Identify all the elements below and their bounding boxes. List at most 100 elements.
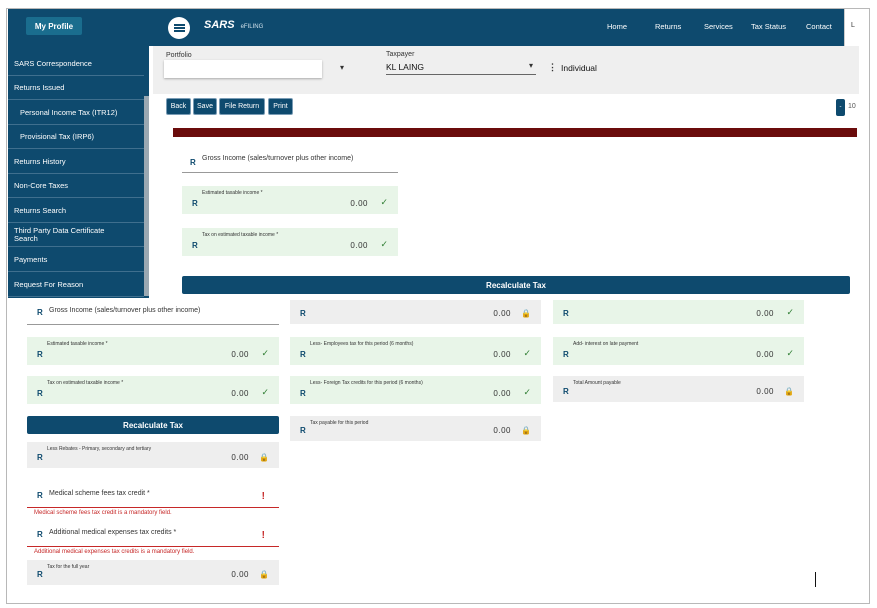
sars-logo[interactable]: SARS eFILING xyxy=(204,19,263,31)
currency-symbol: R xyxy=(37,530,43,539)
lock-icon: 🔒 xyxy=(521,309,531,318)
field-value: 0.00 xyxy=(493,389,511,398)
check-icon: ✓ xyxy=(261,348,269,358)
sidebar-scrollbar[interactable] xyxy=(144,96,149,296)
taxpayer-type: Individual xyxy=(561,63,597,73)
sidebar-item-sars-correspondence[interactable]: SARS Correspondence xyxy=(8,52,144,76)
nav-tax-status[interactable]: Tax Status xyxy=(751,22,787,31)
field-value: 0.00 xyxy=(756,387,774,396)
currency-symbol: R xyxy=(300,389,306,398)
portfolio-label: Portfolio xyxy=(166,52,192,59)
chevron-down-icon[interactable]: ▾ xyxy=(340,63,345,72)
hamburger-icon[interactable] xyxy=(168,17,190,39)
currency-symbol: R xyxy=(192,241,198,250)
tax-on-estimated-income-field[interactable]: Tax on estimated taxable income * R 0.00… xyxy=(27,376,279,404)
logo-subtext: eFILING xyxy=(240,24,264,30)
sidebar-item-payments[interactable]: Payments xyxy=(8,248,144,272)
tax-payable-period-field[interactable]: Tax payable for this period R 0.00 🔒 xyxy=(290,416,541,441)
sidebar-item-returns-search[interactable]: Returns Search xyxy=(8,199,144,223)
interest-late-payment-field[interactable]: Add- interest on late payment R 0.00 ✓ xyxy=(553,337,804,365)
save-button[interactable]: Save xyxy=(193,98,217,115)
logo-text: SARS xyxy=(204,19,235,31)
field-error-underline xyxy=(27,507,279,508)
estimated-taxable-income-field[interactable]: Estimated taxable income * R 0.00 ✓ xyxy=(27,337,279,365)
total-amount-payable-field[interactable]: Total Amount payable R 0.00 🔒 xyxy=(553,376,804,402)
exclamation-icon: ! xyxy=(261,530,265,541)
field-label: Tax for the full year xyxy=(47,564,90,570)
field-value: 0.00 xyxy=(231,350,249,359)
portfolio-select[interactable] xyxy=(164,60,322,78)
sidebar-item-returns-history[interactable]: Returns History xyxy=(8,150,144,174)
lock-icon: 🔒 xyxy=(784,387,794,396)
currency-symbol: R xyxy=(563,350,569,359)
col3-top-field[interactable]: R 0.00 ✓ xyxy=(553,300,804,324)
currency-symbol: R xyxy=(37,491,43,500)
currency-symbol: R xyxy=(190,158,196,167)
check-icon: ✓ xyxy=(786,348,794,358)
back-button[interactable]: Back xyxy=(166,98,191,115)
field-value: 0.00 xyxy=(493,309,511,318)
currency-symbol: R xyxy=(37,389,43,398)
sidebar-item-label: Returns History xyxy=(14,157,66,166)
sidebar-item-label: Payments xyxy=(14,255,48,264)
tax-full-year-field[interactable]: Tax for the full year R 0.00 🔒 xyxy=(27,560,279,585)
print-button[interactable]: Print xyxy=(268,98,293,115)
top-navbar: SARS eFILING Home Returns Services Tax St… xyxy=(149,8,859,46)
currency-symbol: R xyxy=(563,309,569,318)
field-label: Estimated taxable income * xyxy=(47,341,108,347)
my-profile-button[interactable]: My Profile xyxy=(26,17,82,35)
gross-income-field[interactable]: R Gross Income (sales/turnover plus othe… xyxy=(27,301,279,325)
lock-icon: 🔒 xyxy=(259,570,269,579)
field-value: 0.00 xyxy=(756,309,774,318)
field-value: 0.00 xyxy=(493,350,511,359)
currency-symbol: R xyxy=(37,350,43,359)
field-value: 0.00 xyxy=(756,350,774,359)
tax-on-estimated-income-field[interactable]: Tax on estimated taxable income * R 0.00… xyxy=(182,228,398,256)
field-value: 0.00 xyxy=(231,570,249,579)
nav-overflow[interactable]: L xyxy=(844,8,859,46)
nav-home[interactable]: Home xyxy=(607,22,628,31)
estimated-taxable-income-field[interactable]: Estimated taxable income * R 0.00 ✓ xyxy=(182,186,398,214)
sidebar-item-request-for-reason[interactable]: Request For Reason xyxy=(8,273,144,297)
check-icon: ✓ xyxy=(786,307,794,317)
currency-symbol: R xyxy=(192,199,198,208)
currency-symbol: R xyxy=(37,308,43,317)
nav-services[interactable]: Services xyxy=(704,22,733,31)
nav-contact[interactable]: Contact xyxy=(806,22,832,31)
minus-icon[interactable]: - xyxy=(836,99,845,116)
col2-top-field[interactable]: R 0.00 🔒 xyxy=(290,300,541,324)
field-label: Less Rebates - Primary, secondary and te… xyxy=(47,446,152,452)
employees-tax-field[interactable]: Less- Employees tax for this period (6 m… xyxy=(290,337,541,365)
gross-income-field[interactable]: R Gross Income (sales/turnover plus othe… xyxy=(182,148,398,173)
currency-symbol: R xyxy=(37,570,43,579)
sidebar-item-personal-income-tax[interactable]: Personal Income Tax (ITR12) xyxy=(8,101,144,125)
nav-returns[interactable]: Returns xyxy=(655,22,682,31)
additional-medical-field[interactable]: R Additional medical expenses tax credit… xyxy=(27,523,279,547)
currency-symbol: R xyxy=(563,387,569,396)
check-icon: ✓ xyxy=(523,348,531,358)
sidebar-item-returns-issued[interactable]: Returns Issued xyxy=(8,76,144,100)
more-options-icon[interactable]: ⋮ xyxy=(548,62,557,72)
recalculate-tax-button[interactable]: Recalculate Tax xyxy=(182,276,850,294)
recalculate-tax-button[interactable]: Recalculate Tax xyxy=(27,416,279,434)
chevron-down-icon[interactable]: ▾ xyxy=(529,61,534,70)
sidebar-item-label: Returns Issued xyxy=(14,83,65,92)
lock-icon: 🔒 xyxy=(521,426,531,435)
check-icon: ✓ xyxy=(523,387,531,397)
sidebar-item-non-core-taxes[interactable]: Non-Core Taxes xyxy=(8,174,144,198)
field-label: Medical scheme fees tax credit * xyxy=(49,490,150,497)
sidebar-item-third-party-data[interactable]: Third Party Data Certificate Search xyxy=(8,223,144,247)
field-underline xyxy=(182,172,398,173)
taxpayer-select[interactable]: KL LAING xyxy=(386,62,536,75)
currency-symbol: R xyxy=(300,426,306,435)
field-label: Additional medical expenses tax credits … xyxy=(49,529,177,536)
field-value: 0.00 xyxy=(231,453,249,462)
foreign-tax-credits-field[interactable]: Less- Foreign Tax credits for this perio… xyxy=(290,376,541,404)
less-rebates-field[interactable]: Less Rebates - Primary, secondary and te… xyxy=(27,442,279,468)
check-icon: ✓ xyxy=(261,387,269,397)
sidebar-item-label: Provisional Tax (IRP6) xyxy=(20,132,95,141)
file-return-button[interactable]: File Return xyxy=(219,98,265,115)
medical-scheme-fees-field[interactable]: R Medical scheme fees tax credit * ! xyxy=(27,484,279,508)
sidebar-item-provisional-tax[interactable]: Provisional Tax (IRP6) xyxy=(8,125,144,149)
additional-medical-error: Additional medical expenses tax credits … xyxy=(34,549,195,555)
